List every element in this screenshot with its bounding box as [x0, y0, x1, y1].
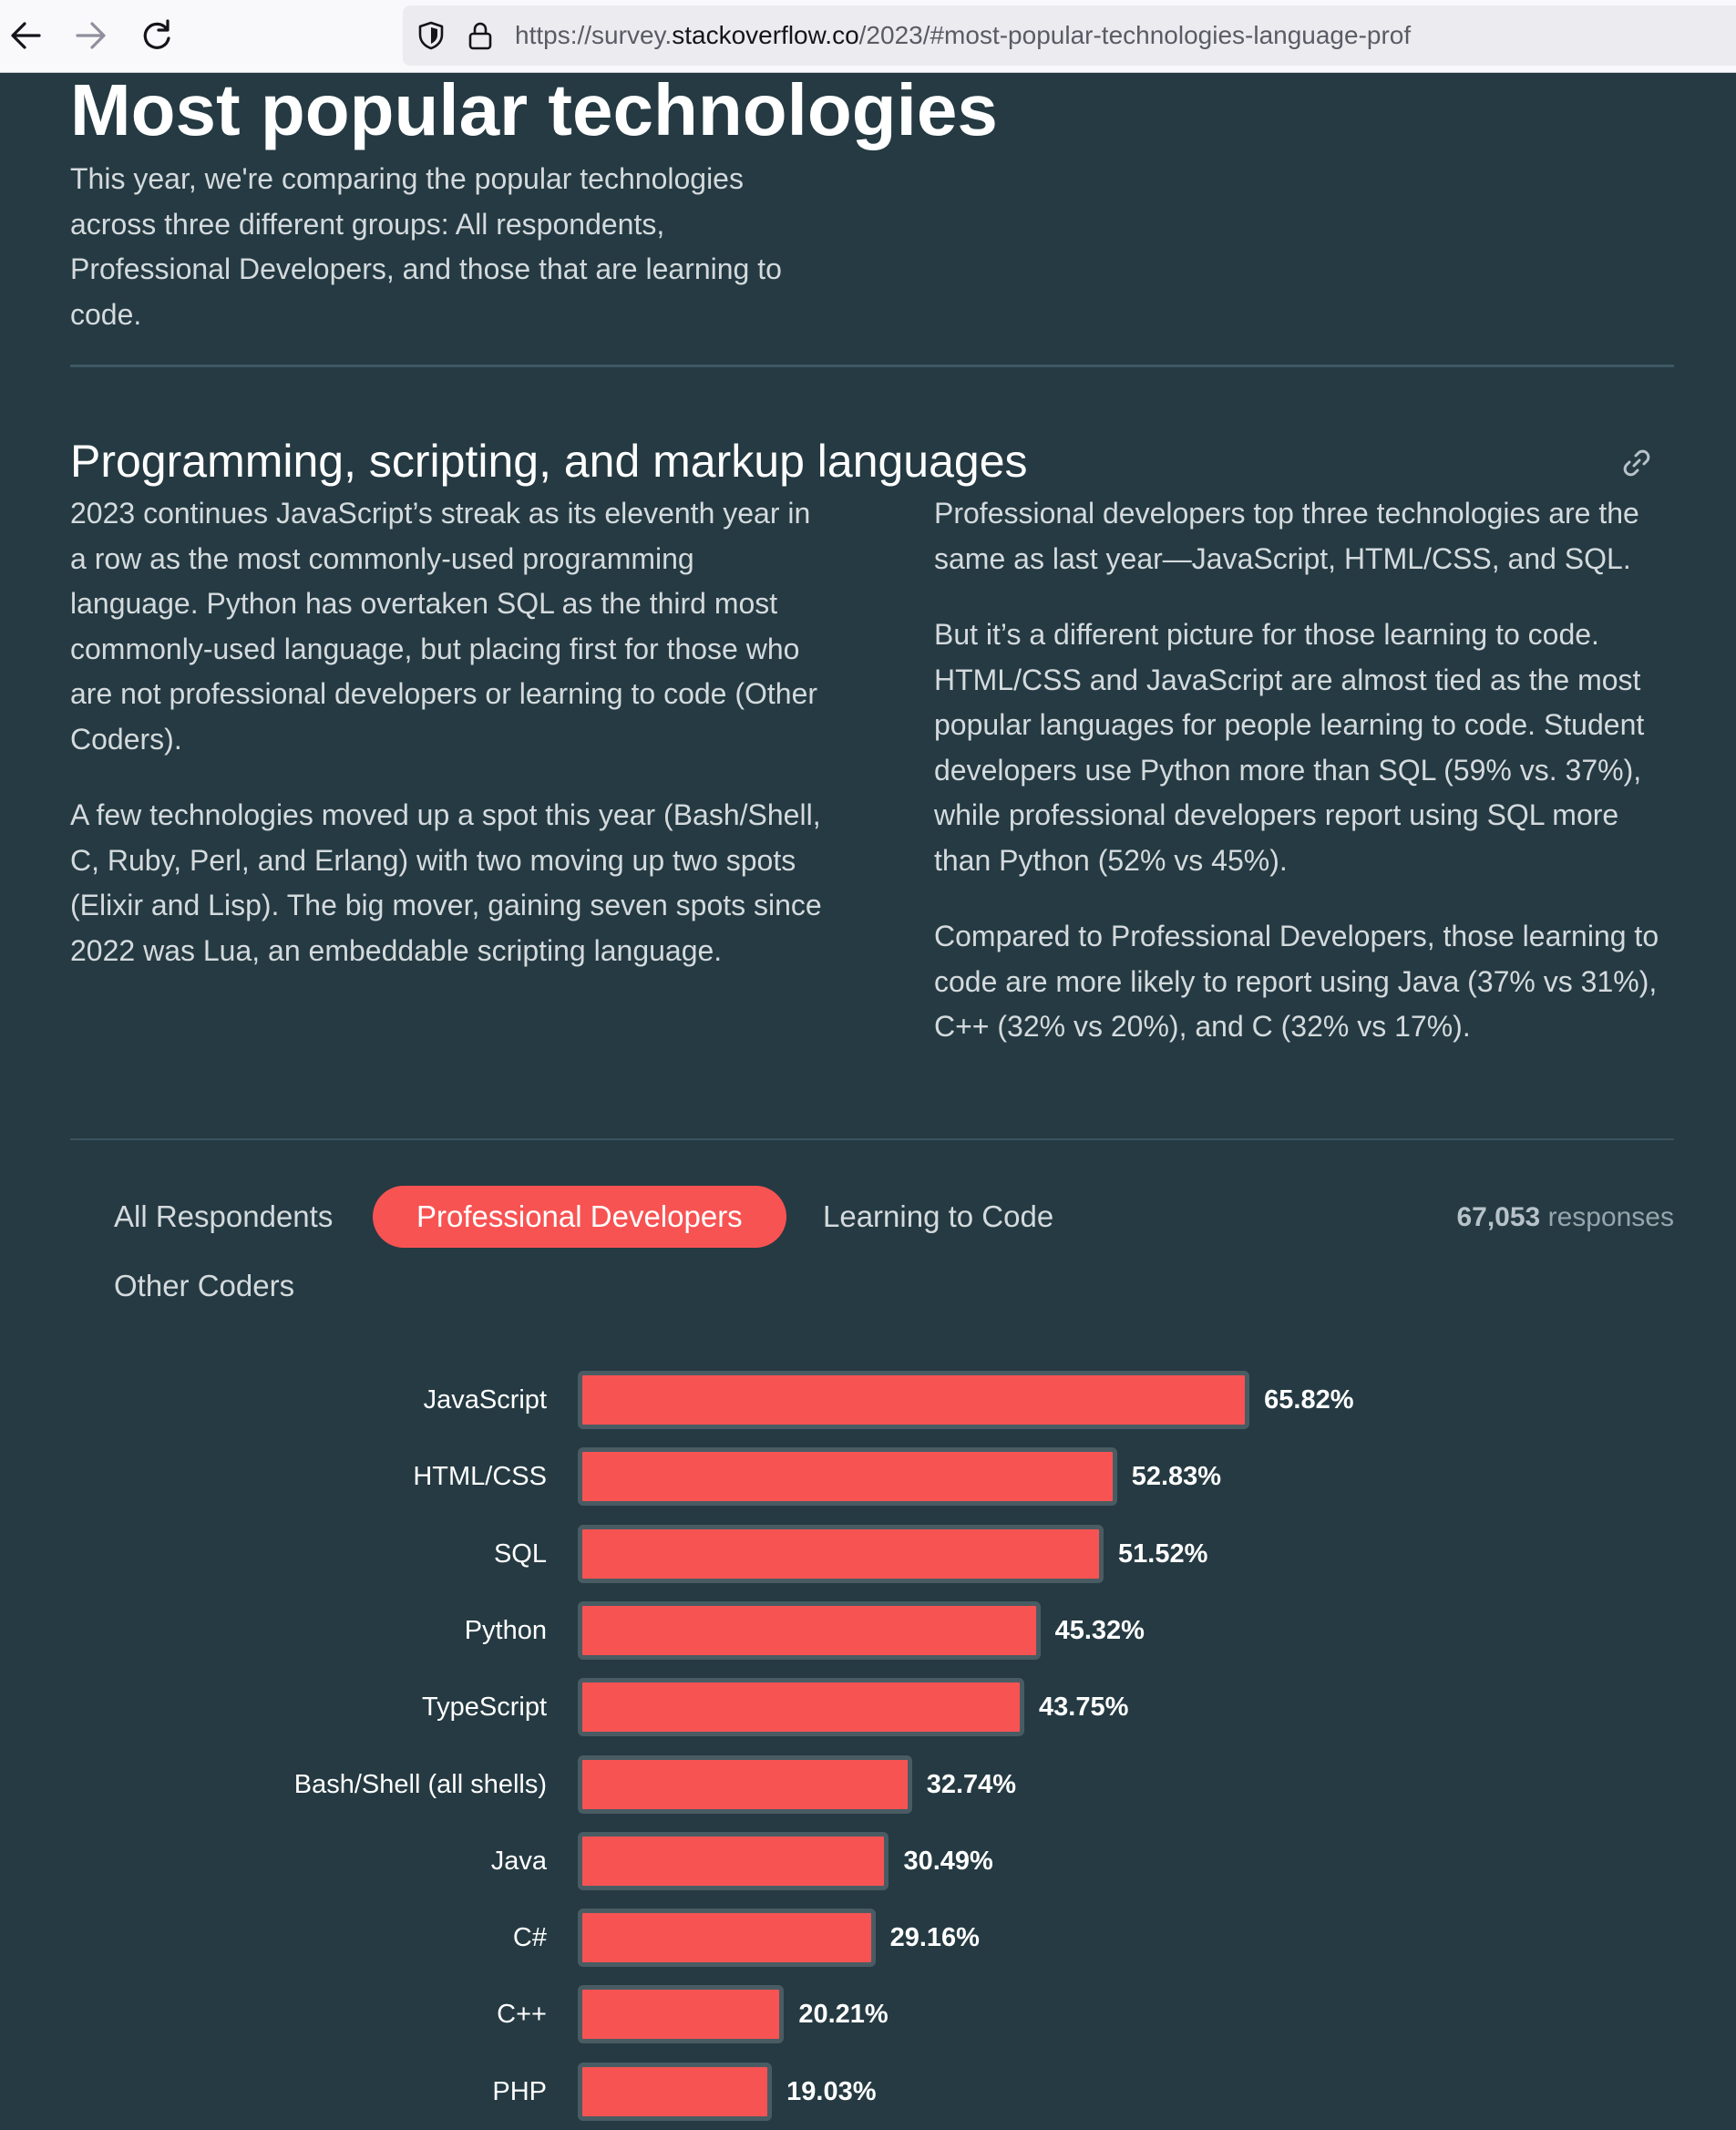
bar[interactable]	[578, 1447, 1117, 1507]
chart-row: TypeScript 43.75%	[0, 1678, 1736, 1737]
bar-value-label: 20.21%	[798, 2000, 889, 2030]
permalink-icon[interactable]	[1620, 447, 1653, 479]
bar[interactable]	[578, 1831, 889, 1890]
bar-value-label: 43.75%	[1039, 1693, 1129, 1723]
chart-row: C++ 20.21%	[0, 1985, 1736, 2044]
bar[interactable]	[578, 1524, 1104, 1583]
bar[interactable]	[578, 1678, 1024, 1737]
chart-row: JavaScript 65.82%	[0, 1371, 1736, 1429]
paragraph: But it’s a different picture for those l…	[934, 618, 1645, 877]
bar-label: SQL	[493, 1538, 547, 1569]
bar-label: Bash/Shell (all shells)	[293, 1769, 547, 1799]
section-title: Programming, scripting, and markup langu…	[70, 436, 1028, 487]
page-title: Most popular technologies	[70, 69, 998, 150]
tab-learning-to-code[interactable]: Learning to Code	[823, 1199, 1054, 1233]
bar[interactable]	[578, 1600, 1041, 1660]
section-text-right: Professional developers top three techno…	[934, 491, 1663, 1081]
bar-value-label: 29.16%	[889, 1923, 980, 1953]
bar-value-label: 65.82%	[1264, 1385, 1354, 1415]
chart-row: Bash/Shell (all shells) 32.74%	[0, 1754, 1736, 1814]
divider-bottom	[70, 1138, 1674, 1140]
url-text[interactable]: https://survey.stackoverflow.co/2023/#mo…	[515, 21, 1411, 50]
bar-value-label: 32.74%	[926, 1769, 1017, 1799]
divider-top	[70, 365, 1674, 367]
intro-text: This year, we're comparing the popular t…	[70, 162, 782, 331]
bar-value-label: 30.49%	[903, 1846, 993, 1876]
bar-value-label: 19.03%	[786, 2076, 877, 2106]
bar-label: Java	[490, 1846, 547, 1876]
chart-row: SQL 51.52%	[0, 1524, 1736, 1583]
back-arrow-icon[interactable]	[3, 13, 48, 58]
bar[interactable]	[578, 2062, 773, 2121]
bar[interactable]	[578, 1985, 785, 2044]
paragraph: Compared to Professional Developers, tho…	[934, 920, 1659, 1043]
tab-other-coders[interactable]: Other Coders	[114, 1269, 295, 1302]
bar-label: C#	[512, 1923, 547, 1953]
bar-label: Python	[464, 1615, 547, 1645]
chart-row: C# 29.16%	[0, 1909, 1736, 1968]
section-text-left: 2023 continues JavaScript’s streak as it…	[70, 491, 827, 1004]
bar-label: TypeScript	[422, 1693, 547, 1723]
url-bar[interactable]: https://survey.stackoverflow.co/2023/#mo…	[403, 5, 1736, 66]
bar-value-label: 45.32%	[1054, 1615, 1145, 1645]
chart-row: Java 30.49%	[0, 1831, 1736, 1890]
response-count: 67,053 responses	[1456, 1199, 1674, 1236]
lock-icon[interactable]	[465, 20, 496, 51]
bar-value-label: 52.83%	[1131, 1462, 1222, 1492]
bar-label: C++	[497, 2000, 547, 2030]
url-prefix: https://survey.	[515, 21, 673, 49]
response-count-number: 67,053	[1456, 1202, 1541, 1232]
bar-label: PHP	[492, 2076, 547, 2106]
bar-value-label: 51.52%	[1118, 1538, 1208, 1569]
paragraph: 2023 continues JavaScript’s streak as it…	[70, 497, 818, 756]
browser-toolbar: https://survey.stackoverflow.co/2023/#mo…	[0, 0, 1736, 73]
chart-row: PHP 19.03%	[0, 2062, 1736, 2121]
reload-icon[interactable]	[134, 13, 180, 58]
chart-row: HTML/CSS 52.83%	[0, 1447, 1736, 1507]
url-suffix: /2023/#most-popular-technologies-languag…	[858, 21, 1412, 49]
paragraph: A few technologies moved up a spot this …	[70, 798, 822, 967]
bar-label: JavaScript	[423, 1385, 547, 1415]
tab-professional-developers[interactable]: Professional Developers	[373, 1186, 786, 1248]
response-count-label: responses	[1547, 1202, 1674, 1232]
tab-all-respondents[interactable]: All Respondents	[114, 1199, 334, 1233]
bar[interactable]	[578, 1909, 876, 1968]
bar[interactable]	[578, 1371, 1250, 1429]
paragraph: Professional developers top three techno…	[934, 497, 1639, 575]
tracking-protection-shield-icon[interactable]	[416, 20, 447, 51]
chart-row: Python 45.32%	[0, 1600, 1736, 1660]
bar-label: HTML/CSS	[413, 1462, 547, 1492]
url-host: stackoverflow.co	[672, 21, 859, 49]
forward-arrow-icon[interactable]	[68, 13, 114, 58]
bar[interactable]	[578, 1754, 912, 1814]
